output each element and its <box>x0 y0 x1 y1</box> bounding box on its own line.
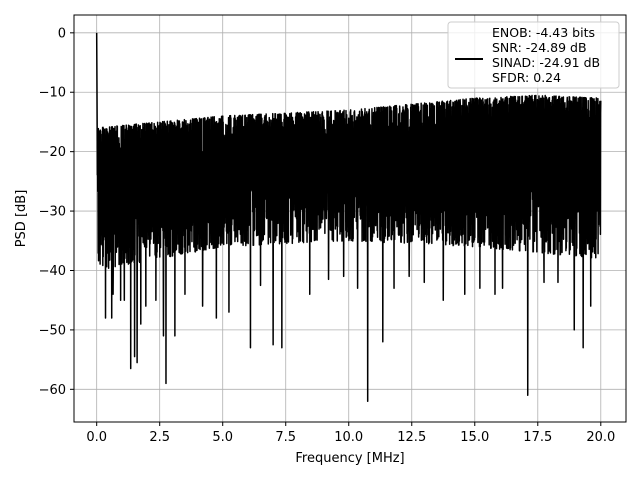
psd-series-line <box>95 32 602 402</box>
y-axis-ticks: 0 −10 −20 −30 −40 −50 −60 <box>39 26 74 398</box>
legend-snr: SNR: -24.89 dB <box>492 40 587 55</box>
x-tick-label: 15.0 <box>460 430 489 445</box>
legend-enob: ENOB: -4.43 bits <box>492 25 595 40</box>
y-tick-label: −20 <box>39 145 66 160</box>
y-tick-label: −60 <box>39 383 66 398</box>
legend-sfdr: SFDR: 0.24 <box>492 70 561 85</box>
y-axis-label: PSD [dB] <box>14 190 29 248</box>
x-tick-label: 10.0 <box>334 430 363 445</box>
y-tick-label: −50 <box>39 323 66 338</box>
y-tick-label: −10 <box>39 86 66 101</box>
x-tick-label: 2.5 <box>149 430 170 445</box>
legend-box <box>447 21 620 89</box>
y-tick-label: 0 <box>58 26 66 41</box>
x-tick-label: 20.0 <box>586 430 615 445</box>
x-axis-label: Frequency [MHz] <box>295 451 404 466</box>
x-tick-label: 12.5 <box>397 430 426 445</box>
plot-frame <box>73 14 627 423</box>
x-tick-label: 5.0 <box>212 430 233 445</box>
legend: ENOB: -4.43 bits SNR: -24.89 dB SINAD: -… <box>447 21 620 89</box>
y-tick-label: −30 <box>39 205 66 220</box>
plot-area <box>95 32 602 402</box>
series-layer <box>95 32 602 402</box>
x-axis-ticks: 0.0 2.5 5.0 7.5 10.0 12.5 15.0 17.5 20.0 <box>86 422 615 445</box>
x-tick-label: 7.5 <box>275 430 296 445</box>
legend-sinad: SINAD: -24.91 dB <box>492 55 600 70</box>
x-tick-label: 0.0 <box>86 430 107 445</box>
y-tick-label: −40 <box>39 264 66 279</box>
x-tick-label: 17.5 <box>523 430 552 445</box>
